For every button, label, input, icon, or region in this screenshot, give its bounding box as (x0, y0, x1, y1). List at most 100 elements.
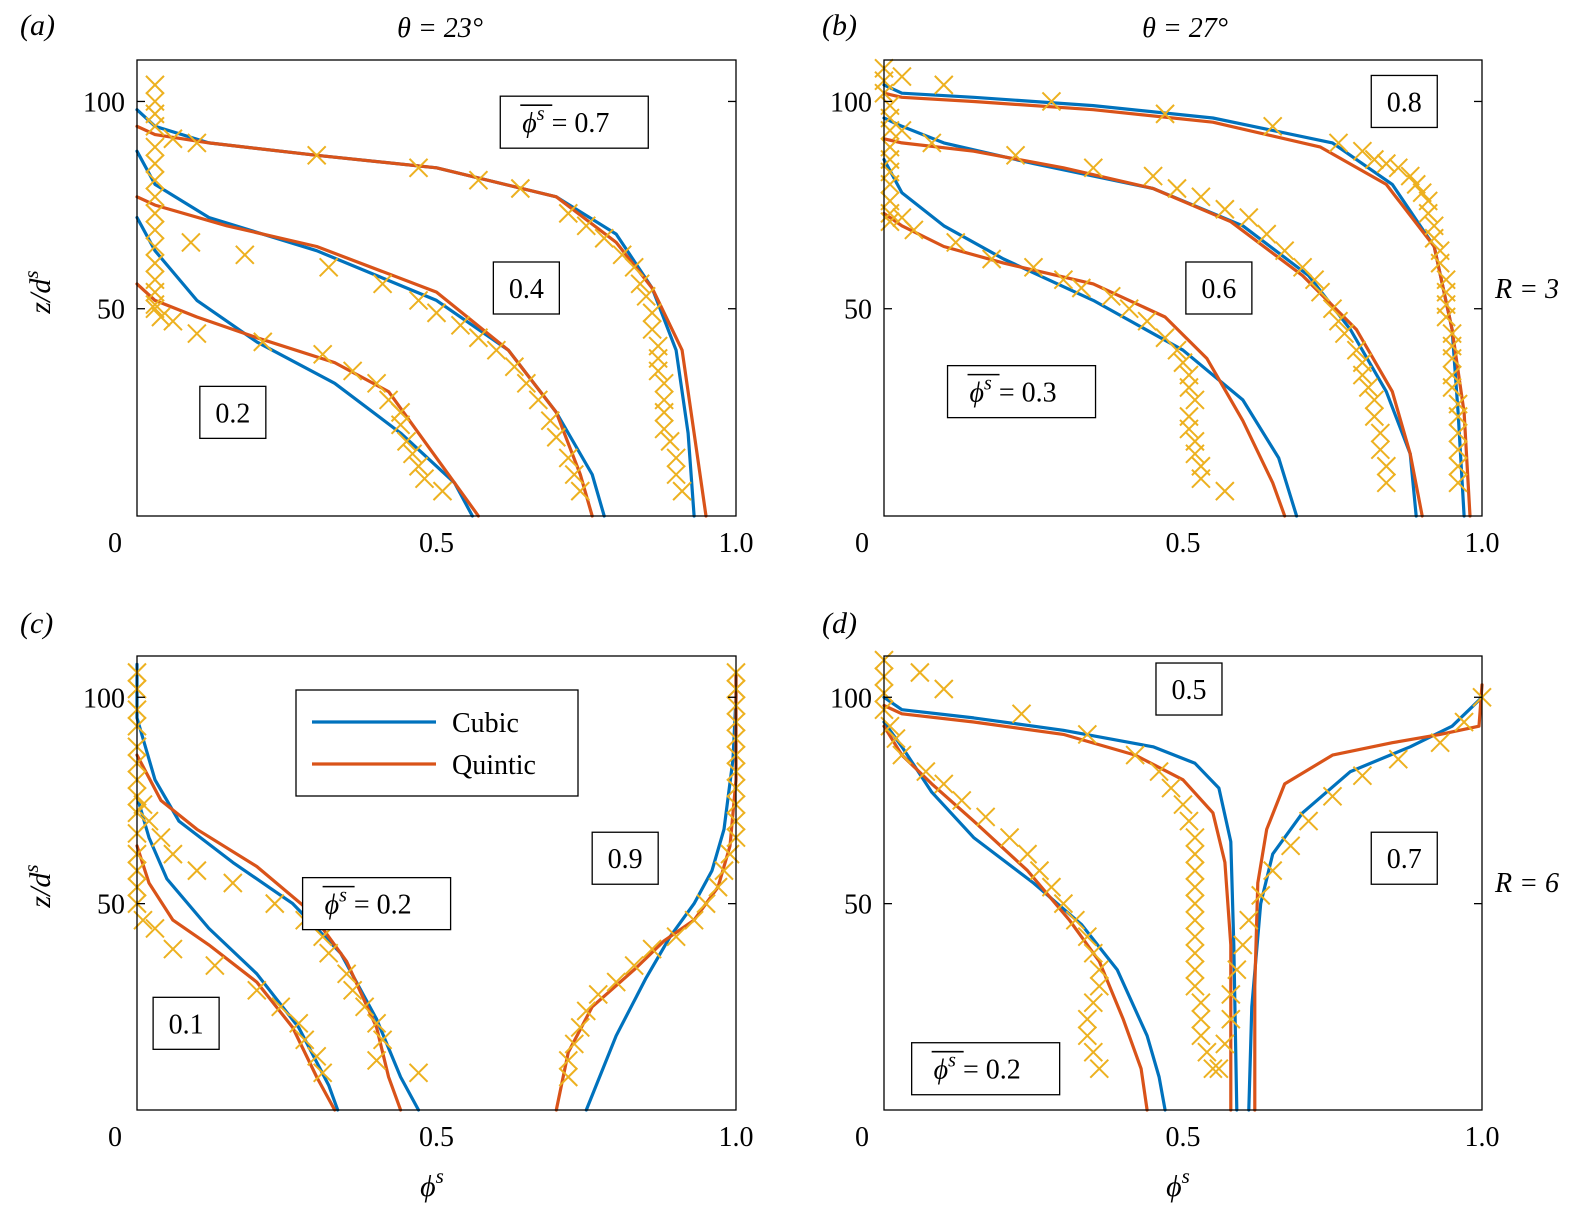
data-marker-b-36 (1448, 439, 1468, 460)
data-marker-a-33 (145, 187, 165, 207)
data-marker-d-53 (1221, 984, 1241, 1005)
data-marker-b-7 (1041, 91, 1062, 112)
data-marker-d-22 (1077, 1009, 1098, 1029)
data-marker-a-0 (145, 75, 165, 95)
x-tick-label-a-0: 0 (108, 528, 122, 559)
data-marker-a-59 (145, 299, 165, 319)
data-marker-a-14 (624, 257, 644, 277)
data-marker-a-18 (642, 319, 662, 340)
data-marker-a-6 (306, 145, 327, 166)
svg-text:ϕs: ϕs (1166, 1164, 1190, 1203)
data-marker-d-29 (1077, 724, 1098, 745)
data-marker-b-76 (946, 232, 966, 253)
data-marker-c-17 (205, 955, 225, 976)
data-marker-b-93 (1185, 444, 1205, 464)
data-marker-b-59 (1328, 311, 1349, 331)
data-marker-c-34 (336, 964, 357, 984)
data-marker-d-64 (1430, 732, 1450, 753)
data-marker-d-12 (1017, 844, 1038, 864)
annotation-frame-c-0 (591, 831, 659, 885)
annotation-frame-a-1 (492, 261, 561, 315)
data-marker-a-48 (450, 315, 471, 336)
y-tick-label-a-0: 50 (97, 295, 125, 326)
data-marker-c-16 (163, 939, 183, 959)
data-marker-d-25 (1089, 1059, 1109, 1079)
data-marker-b-49 (1167, 178, 1187, 199)
data-marker-d-6 (892, 745, 912, 765)
x-tick-label-b-0: 0 (855, 528, 869, 559)
y-axis-title-main-c: z/d (24, 872, 57, 909)
annotation-text-d-1: 0.7 (1387, 844, 1422, 875)
data-marker-b-65 (1364, 390, 1385, 410)
data-marker-a-32 (145, 170, 165, 190)
axes-frame-c (136, 655, 737, 1111)
data-marker-b-80 (1071, 278, 1092, 298)
panel-label-c: (c) (20, 607, 53, 640)
data-marker-b-44 (892, 120, 912, 141)
annotation-text-b-0: 0.8 (1387, 87, 1422, 118)
y-tick-label-d-1: 100 (830, 683, 872, 714)
y-axis-title-sup-c: s (19, 864, 43, 872)
data-marker-d-56 (1239, 910, 1259, 930)
data-marker-b-8 (1155, 104, 1175, 124)
data-marker-b-13 (1376, 153, 1397, 174)
data-marker-b-35 (1448, 423, 1468, 443)
x-axis-title-symbol-c: ϕ (420, 1170, 436, 1203)
data-marker-b-81 (1101, 286, 1121, 306)
data-marker-a-63 (312, 344, 333, 365)
svg-text:ϕs: ϕs (420, 1164, 444, 1203)
annotation-frame-d-2 (911, 1042, 1061, 1096)
annotation-frame-d-0 (1155, 662, 1223, 716)
data-marker-a-53 (528, 390, 549, 410)
axes-frame-a (136, 59, 737, 517)
annotation-text-c-1: ϕs = 0.2 (325, 885, 412, 921)
data-marker-c-37 (366, 1013, 387, 1034)
y-tick-label-b-1: 100 (830, 87, 872, 118)
data-marker-c-29 (223, 873, 243, 893)
data-marker-b-30 (1442, 348, 1462, 369)
data-marker-d-46 (1191, 1009, 1211, 1029)
data-marker-a-22 (654, 373, 674, 394)
data-marker-c-27 (163, 844, 183, 864)
data-marker-a-7 (408, 158, 429, 178)
data-marker-d-59 (1280, 836, 1301, 856)
data-marker-a-5 (187, 133, 207, 153)
data-marker-d-7 (916, 761, 936, 782)
data-marker-b-51 (1215, 199, 1235, 219)
panel-label-b: (b) (822, 9, 857, 42)
data-marker-d-28 (1011, 704, 1032, 724)
x-axis-title-symbol-d: ϕ (1166, 1170, 1182, 1203)
data-marker-d-27 (934, 679, 954, 699)
data-marker-b-11 (1352, 141, 1373, 161)
data-marker-b-37 (1448, 456, 1468, 476)
data-marker-a-43 (235, 245, 255, 265)
row-label-r-6: R = 6 (1494, 868, 1559, 899)
data-marker-d-39 (1185, 893, 1205, 914)
data-marker-b-63 (1352, 365, 1373, 385)
data-marker-c-35 (342, 980, 363, 1001)
legend: Cubic Quintic (295, 689, 579, 797)
data-marker-d-36 (1185, 844, 1205, 864)
data-marker-b-83 (1137, 311, 1157, 331)
data-marker-c-42 (558, 1050, 578, 1071)
data-marker-b-23 (1430, 253, 1450, 273)
data-marker-d-49 (1203, 1059, 1223, 1079)
series-cubic-line-b-4 (882, 157, 1299, 518)
y-axis-title-main-a: z/d (24, 278, 57, 315)
data-marker-d-41 (1185, 926, 1205, 947)
data-marker-c-15 (145, 918, 165, 939)
data-marker-c-18 (247, 980, 267, 1001)
data-marker-a-44 (318, 257, 339, 277)
data-marker-a-29 (672, 481, 692, 501)
data-marker-a-28 (666, 464, 686, 485)
data-marker-a-72 (414, 468, 435, 489)
annotation-frame-c-2 (152, 996, 220, 1050)
data-marker-d-26 (910, 662, 930, 683)
data-marker-a-21 (648, 361, 668, 381)
annotation-text-b-2: ϕs = 0.3 (970, 373, 1057, 409)
data-marker-c-22 (306, 1046, 327, 1067)
data-marker-c-53 (708, 877, 728, 897)
y-axis-title-sup-a: s (19, 270, 43, 278)
data-marker-d-54 (1227, 959, 1247, 980)
annotation-box-a-2: 0.2 (199, 385, 267, 440)
